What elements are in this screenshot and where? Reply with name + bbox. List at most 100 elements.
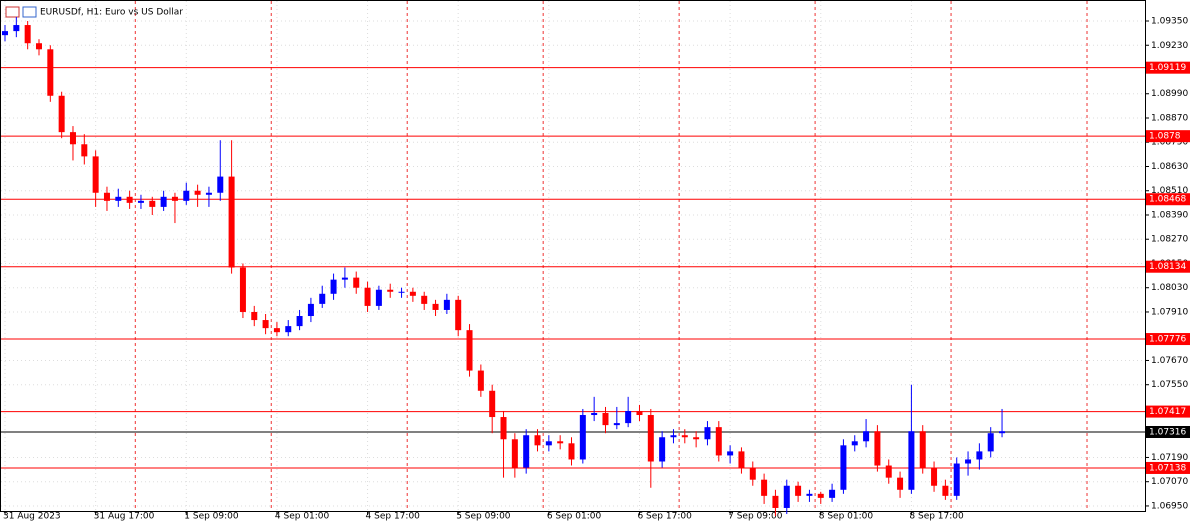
candle-body [239, 267, 246, 312]
y-tick-label: 1.08390 [1151, 210, 1188, 220]
x-tick-label: 6 Sep 17:00 [637, 512, 692, 521]
y-tick-label: 1.08870 [1151, 113, 1188, 123]
candle-body [829, 489, 836, 498]
candle-body [987, 433, 994, 452]
candle-body [24, 25, 31, 44]
level-label: 1.07417 [1149, 407, 1186, 417]
y-tick-label: 1.08630 [1151, 162, 1188, 172]
candle-body [693, 437, 700, 440]
candle-body [727, 451, 734, 456]
level-label: 1.0878 [1149, 132, 1181, 142]
candle-body [942, 485, 949, 496]
candle-body [466, 330, 473, 371]
candle-body [228, 176, 235, 268]
candle-body [330, 279, 337, 294]
candle-body [375, 289, 382, 306]
candle-body [738, 451, 745, 468]
level-label: 1.07138 [1149, 463, 1186, 473]
level-label-box [1146, 61, 1190, 74]
candle-body [863, 431, 870, 442]
candle-body [761, 479, 768, 496]
level-label: 1.08468 [1149, 195, 1186, 205]
candle-body [636, 410, 643, 416]
x-tick-label: 31 Aug 17:00 [94, 512, 155, 521]
candle-body [817, 493, 824, 498]
candle-body [217, 176, 224, 193]
y-tick-label: 1.07550 [1151, 380, 1188, 390]
candle-body [387, 289, 394, 292]
candle-body [557, 441, 564, 444]
level-label-box [1146, 130, 1190, 143]
x-tick-label: 6 Sep 01:00 [547, 512, 602, 521]
x-tick-label: 7 Sep 09:00 [728, 512, 783, 521]
candle-body [704, 427, 711, 440]
candle-body [681, 435, 688, 438]
candle-body [353, 277, 360, 288]
candle-body [81, 144, 88, 157]
y-tick-label: 1.06950 [1151, 501, 1188, 511]
candle-body [205, 192, 212, 195]
candle-body [126, 196, 133, 203]
candle-body [511, 439, 518, 468]
x-tick-label: 8 Sep 17:00 [909, 512, 964, 521]
candle-body [523, 435, 530, 468]
candle-body [443, 299, 450, 310]
level-label: 1.08134 [1149, 262, 1186, 272]
candle-body [35, 43, 42, 50]
candle-body [58, 95, 65, 133]
candle-body [749, 467, 756, 480]
candle-body [285, 326, 292, 333]
candle-body [364, 287, 371, 306]
level-label-box [1146, 193, 1190, 206]
candle-body [273, 328, 280, 333]
level-label-box [1146, 260, 1190, 273]
candle-body [432, 303, 439, 310]
level-label-box [1146, 461, 1190, 474]
y-tick-label: 1.07670 [1151, 356, 1188, 366]
x-tick-label: 4 Sep 17:00 [366, 512, 421, 521]
chart-title: EURUSDf, H1: Euro vs US Dollar [40, 8, 183, 18]
candle-body [92, 156, 99, 193]
x-tick-label: 4 Sep 01:00 [275, 512, 330, 521]
candle-body [795, 485, 802, 496]
candle-body [840, 445, 847, 490]
y-tick-label: 1.08510 [1151, 186, 1188, 196]
candle-body [160, 196, 167, 207]
candle-body [806, 493, 813, 496]
y-tick-label: 1.07070 [1151, 477, 1188, 487]
y-tick-label: 1.07190 [1151, 453, 1188, 463]
candle-body [115, 196, 122, 201]
candle-body [999, 431, 1006, 434]
level-label: 1.09119 [1149, 63, 1186, 73]
level-label-box [1146, 405, 1190, 418]
candle-body [341, 277, 348, 280]
candle-body [421, 295, 428, 304]
x-tick-label: 5 Sep 09:00 [456, 512, 511, 521]
candle-body [103, 192, 110, 201]
candle-body [183, 190, 190, 201]
candle-body [477, 370, 484, 391]
candle-body [47, 49, 54, 96]
candle-body [772, 495, 779, 508]
candle-body [874, 431, 881, 466]
candle-body [897, 477, 904, 490]
icon-box [22, 6, 37, 18]
candle-body [715, 427, 722, 456]
grid-layer [1, 1, 1145, 511]
symbol-icon [5, 6, 37, 18]
candle-body [931, 467, 938, 486]
candle-body [319, 293, 326, 304]
candle-body [534, 435, 541, 446]
x-tick-label: 31 Aug 2023 [3, 512, 61, 521]
candle-body [568, 443, 575, 460]
candle-body [783, 485, 790, 508]
candle-body [647, 415, 654, 462]
icon-box [5, 6, 20, 18]
candle-body [149, 200, 156, 207]
x-tick-label: 8 Sep 01:00 [819, 512, 874, 521]
y-tick-label: 1.08270 [1151, 235, 1188, 245]
candle-body [262, 320, 269, 329]
y-tick-label: 1.08030 [1151, 283, 1188, 293]
candle-body [2, 31, 8, 36]
